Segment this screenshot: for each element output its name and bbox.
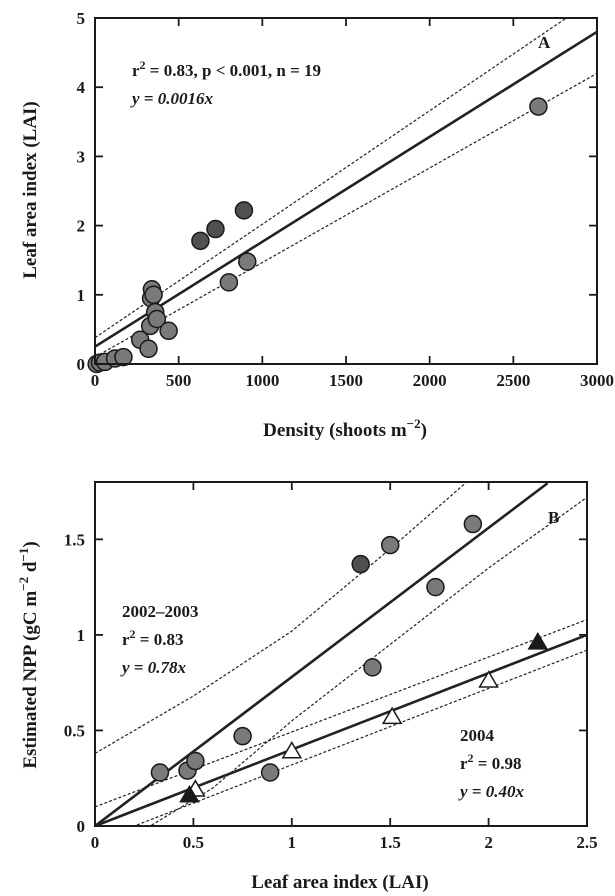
panel-a-y-label: Leaf area index (LAI) [20,101,41,279]
panel-b-y-tick-label: 0.5 [64,721,85,740]
panel-a-y-tick-label: 5 [77,9,86,28]
panel-b-x-tick-label: 1.5 [380,833,401,852]
panel-b-label: B [548,508,559,527]
panel-a-point [139,339,158,359]
panel-b-x-tick-label: 2 [484,833,493,852]
group1-point [150,763,170,782]
panel-b-x-tick-label: 1 [288,833,297,852]
group2-ci-lower [132,649,587,826]
panel-a-point [114,347,133,367]
panel-a-x-tick-label: 1500 [329,371,363,390]
panel-a-ci-upper [95,18,568,339]
panel-a-point [238,252,257,271]
panel-a-point [219,273,239,292]
panel-a-x-tick-label: 3000 [580,371,614,390]
panel-b: 0 0.5 1 1.5 2 2.5 0 0.5 1 1.5 [64,481,598,852]
panel-a-ci-lower [95,72,597,358]
panel-b-y-label-sup1: −2 [16,577,31,591]
panel-a-point [159,321,178,341]
group1-year: 2002–2003 [122,602,199,621]
panel-b-y-label: Estimated NPP (gC m−2 d−1) [16,541,41,768]
group2-equation: y = 0.40x [458,782,524,801]
panel-b-x-tick-label: 0 [91,833,100,852]
panel-b-y-tick-label: 1 [77,626,86,645]
panel-b-y-tick-label: 1.5 [64,530,85,549]
group1-r2-sup: 2 [130,627,136,641]
group2-r2: r2 = 0.98 [460,751,521,773]
panel-a-x-label-end: ) [421,420,427,441]
panel-a-equation: y = 0.0016x [130,89,213,108]
group1-point [463,514,483,534]
group2-ci-upper [95,619,587,808]
panel-a-x-label-main: Density (shoots m [263,420,407,441]
group1-point [380,535,400,555]
plot-area [95,18,597,358]
group2-r2-sup: 2 [468,751,474,765]
panel-a-point [144,285,163,305]
panel-a-y-tick-label: 4 [77,78,86,97]
panel-a-y-tick-label: 0 [77,355,86,374]
group2-point-open [281,740,303,759]
panel-a-y-tick-label: 2 [77,217,86,236]
group1-point [186,751,205,771]
panel-a: 0 500 1000 1500 2000 2500 3000 0 1 2 3 4 5 [77,9,615,390]
panel-b-y-tick-label: 0 [77,817,86,836]
group1-point-dark [351,554,370,574]
group2-point-open [478,670,499,688]
panel-a-point [234,201,254,220]
group2-point-filled [179,784,200,803]
panel-a-x-tick-label: 2500 [496,371,530,390]
group1-point [233,726,252,746]
panel-a-point [206,219,225,239]
panel-b-x-tick-label: 0.5 [183,833,204,852]
panel-b-y-label-main: Estimated NPP (gC m [20,591,41,769]
panel-b-y-label-end: ) [20,541,41,547]
panel-a-y-tick-label: 1 [77,286,86,305]
group1-r2-r: r [122,630,130,649]
group1-ci-upper [95,482,468,754]
panel-b-x-label: Leaf area index (LAI) [251,872,429,893]
group1-fit-line [95,482,549,826]
panel-a-stats-r: r [132,61,140,80]
group1-point [260,763,280,782]
group2-r2-r: r [460,754,468,773]
group2-fit-line [95,633,587,826]
panel-b-x-tick-label: 2.5 [576,833,597,852]
panel-a-fit-line [95,30,597,348]
group1-point [426,577,445,597]
panel-a-x-label: Density (shoots m−2) [263,416,427,441]
panel-a-point [147,309,167,329]
panel-a-x-label-sup: −2 [407,416,421,431]
panel-b-y-label-mid: d [20,561,41,577]
panel-a-label: A [538,33,551,52]
group1-r2: r2 = 0.83 [122,627,183,649]
group1-r2-rest: = 0.83 [136,630,184,649]
group2-point-open [381,706,403,725]
group2-year: 2004 [460,726,495,745]
panel-a-point [529,97,548,116]
panel-a-x-tick-label: 500 [166,371,192,390]
panel-a-stats-sup: 2 [140,58,146,72]
panel-a-x-tick-label: 2000 [413,371,447,390]
group1-point [363,658,382,677]
panel-a-point [191,231,210,251]
panel-a-x-tick-label: 1000 [245,371,279,390]
panel-a-y-tick-label: 3 [77,147,86,166]
panel-a-stats: r2 = 0.83, p < 0.001, n = 19 [132,58,321,80]
panel-b-frame [94,481,588,827]
group2-r2-rest: = 0.98 [474,754,522,773]
panel-a-stats-rest: = 0.83, p < 0.001, n = 19 [146,61,321,80]
plot-area [95,482,587,826]
panel-b-y-label-sup2: −1 [16,548,31,562]
group2-point-filled [527,632,549,650]
panel-a-x-tick-label: 0 [91,371,100,390]
group1-equation: y = 0.78x [120,658,186,677]
